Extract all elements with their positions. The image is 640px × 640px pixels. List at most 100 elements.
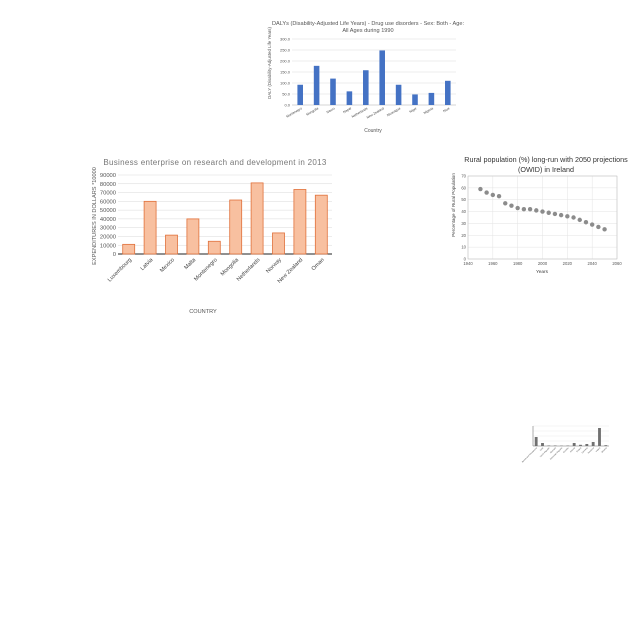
y-tick-label: 0.0	[284, 102, 290, 107]
x-tick-label: Dominican Republic	[550, 447, 563, 460]
y-tick-label: 70	[461, 174, 466, 179]
x-tick-label: Nigeria	[423, 106, 434, 115]
bar	[143, 200, 157, 255]
x-tick-label: Honduras	[587, 447, 595, 455]
x-tick-label: Montenegro	[285, 106, 302, 118]
x-tick-label: 2020	[563, 261, 573, 266]
x-tick-label: Nicaragua	[386, 106, 401, 117]
bar	[553, 445, 557, 446]
bar	[229, 199, 243, 255]
x-tick-label: Niue	[442, 106, 450, 113]
x-tick-label: New Zealand	[366, 106, 385, 119]
x-tick-label: Netherlands	[236, 257, 262, 283]
y-axis-label: Percentage of Rural Population	[451, 173, 456, 237]
bar	[412, 94, 418, 105]
bar	[330, 78, 336, 105]
x-tick-label: Norway	[265, 257, 283, 275]
x-tick-label: Niger	[409, 106, 419, 114]
plot-frame	[467, 175, 618, 260]
x-tick-label: Ecuador	[562, 446, 569, 453]
y-tick-label: 150.0	[280, 69, 291, 74]
data-point	[515, 205, 520, 211]
data-point	[565, 214, 570, 219]
x-tick-label: Bosnia and Herzegovina	[521, 446, 538, 463]
y-tick-label: 20000	[100, 234, 116, 240]
y-tick-label: 0	[464, 257, 467, 262]
x-tick-label: Estonia	[569, 446, 576, 453]
bar	[207, 240, 221, 255]
data-point	[534, 208, 539, 213]
bar	[541, 443, 544, 446]
chart-title: Business enterprise on research and deve…	[103, 158, 327, 167]
y-tick-label: 100.0	[280, 80, 291, 85]
data-point	[589, 222, 595, 227]
data-point	[521, 207, 527, 212]
data-point	[484, 190, 489, 195]
x-tick-label: 2000	[538, 261, 548, 266]
x-tick-label: Netherlands	[351, 106, 369, 119]
data-point	[509, 203, 514, 208]
bar	[585, 444, 589, 446]
data-point	[478, 186, 483, 192]
data-point	[602, 227, 607, 232]
x-tick-label: Oman	[311, 257, 326, 272]
data-point	[571, 215, 576, 220]
x-tick-label: Denmark	[549, 447, 557, 455]
y-tick-label: 80000	[100, 182, 116, 188]
y-axis-label: DALY (Disability-Adjusted Life Years)	[267, 27, 272, 99]
y-tick-label: 250.0	[280, 47, 291, 52]
y-tick-label: 30000	[100, 226, 116, 232]
y-tick-label: 50	[461, 197, 466, 202]
bar	[165, 234, 178, 255]
x-tick-label: 2060	[612, 261, 622, 266]
data-point	[503, 201, 508, 206]
x-tick-label: 2040	[588, 261, 598, 266]
bar	[598, 428, 601, 446]
chart-title-line-2: All Ages during 1990	[342, 28, 393, 34]
x-axis-label: Country	[364, 128, 382, 134]
y-tick-label: 50.0	[282, 91, 291, 96]
bar	[363, 70, 369, 105]
x-tick-label: Mexico	[159, 257, 176, 274]
y-tick-label: 40000	[100, 217, 116, 223]
chart-title-line-1: Rural population (%) long-run with 2050 …	[464, 155, 628, 164]
bar	[428, 92, 435, 105]
y-tick-label: 300.0	[280, 36, 291, 41]
bar	[293, 189, 307, 255]
bar	[313, 65, 320, 105]
data-point	[558, 212, 564, 218]
y-tick-label: 20	[461, 233, 466, 238]
bar	[579, 444, 582, 446]
x-tick-label: 1960	[488, 261, 498, 266]
y-tick-label: 60000	[100, 199, 116, 205]
bar	[604, 445, 608, 446]
data-point	[546, 210, 551, 215]
x-tick-label: Malta	[183, 257, 198, 272]
x-tick-label: Nepal	[342, 106, 352, 114]
bar	[572, 443, 576, 446]
bar	[379, 50, 385, 105]
y-tick-label: 40	[461, 209, 466, 214]
bar	[314, 194, 328, 255]
x-tick-label: Germany	[581, 447, 589, 455]
x-tick-label: 1940	[463, 261, 473, 266]
chart-title-line-2: (OWID) in Ireland	[518, 165, 574, 174]
y-tick-label: 90000	[100, 173, 116, 179]
x-axis-label: COUNTRY	[189, 309, 217, 315]
bar	[297, 84, 303, 105]
bar	[122, 243, 136, 255]
bar	[186, 218, 200, 255]
x-tick-label: Czech Republic	[540, 447, 551, 458]
data-point	[490, 192, 496, 198]
bar	[445, 80, 451, 105]
x-tick-label: Mongolia	[306, 106, 320, 116]
chart-title-line-1: DALYs (Disability-Adjusted Life Years) -…	[272, 21, 464, 27]
bar	[272, 232, 285, 255]
y-tick-label: 200.0	[280, 58, 291, 63]
bar	[250, 182, 264, 255]
x-tick-label: Mongolia	[220, 257, 241, 278]
bar	[591, 442, 595, 446]
data-point	[583, 220, 589, 225]
